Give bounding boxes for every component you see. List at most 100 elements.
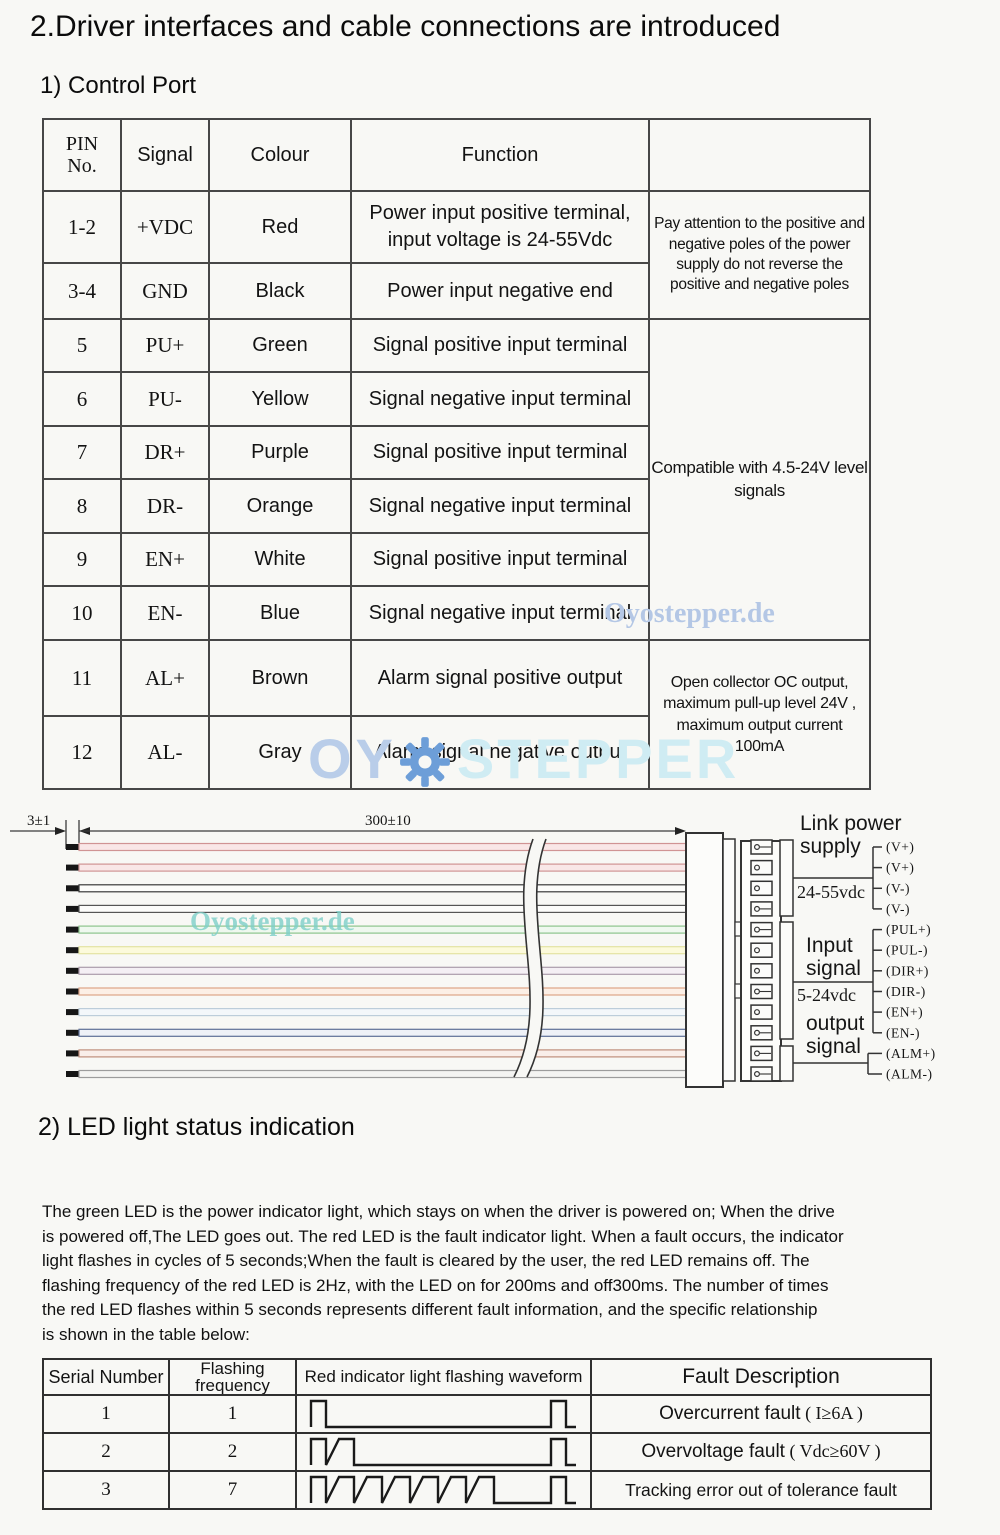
table-row: 7 DR+ Purple Signal positive input terminal xyxy=(42,425,870,480)
connector-housing xyxy=(685,832,724,1088)
signal-cell: GND xyxy=(120,262,210,320)
white-wire xyxy=(78,1008,687,1017)
note-cell: Pay attention to the positive and negati… xyxy=(648,190,871,320)
signal-cell: AL+ xyxy=(120,639,210,717)
table-row: 8 DR- Orange Signal negative input terminal xyxy=(42,478,870,534)
pin-cell: 6 xyxy=(42,371,122,427)
function-cell: Signal positive input terminal xyxy=(350,318,650,373)
control-port-heading: 1) Control Port xyxy=(40,72,197,99)
flash-waveform xyxy=(309,1475,576,1505)
signal-cell: EN- xyxy=(120,585,210,641)
column-header-pin: PIN No. xyxy=(42,118,122,192)
flash-waveform xyxy=(309,1437,576,1467)
fault-column-header: Serial Number xyxy=(42,1358,170,1396)
wire-tip xyxy=(66,1071,79,1077)
fault-description-cell: Overcurrent fault ( I≥6A ) xyxy=(590,1394,932,1434)
pin-cell: 12 xyxy=(42,715,122,790)
fault-column-header: Fault Description xyxy=(590,1358,932,1396)
led-description-paragraph: The green LED is the power indicator lig… xyxy=(42,1202,844,1344)
waveform-cell xyxy=(295,1470,592,1510)
pin-cell: 9 xyxy=(42,532,122,587)
pin-label: (ALM+) xyxy=(886,1046,936,1061)
wire-tip xyxy=(66,1009,79,1016)
colour-cell: Blue xyxy=(208,585,352,641)
pin-label: (EN+) xyxy=(886,1005,923,1020)
fault-text: Overvoltage fault xyxy=(641,1441,785,1462)
control-port-table: PIN No. Signal Colour Function 1-2 +VDC Red Powe… xyxy=(42,118,871,790)
waveform-cell xyxy=(295,1432,592,1472)
red-wire xyxy=(78,842,687,852)
blue-wire xyxy=(78,1028,687,1037)
serial-cell: 1 xyxy=(42,1394,170,1434)
brown-wire xyxy=(78,1049,687,1058)
fault-description-cell: Tracking error out of tolerance fault xyxy=(590,1470,932,1510)
link-power-supply-label: supply xyxy=(800,835,861,858)
pin-cell: 8 xyxy=(42,478,122,534)
pin-label: (DIR-) xyxy=(886,984,926,999)
function-cell: Signal negative input terminal xyxy=(350,371,650,427)
terminal-block xyxy=(740,840,782,1082)
terminal-pin xyxy=(750,942,773,958)
black-wire xyxy=(78,884,687,893)
signal-cell: AL- xyxy=(120,715,210,790)
yellow-wire xyxy=(78,946,687,955)
fault-text: Tracking error out of tolerance fault xyxy=(625,1479,897,1500)
signal-cell: DR- xyxy=(120,478,210,534)
function-cell: Alarm signal negative output xyxy=(350,715,650,790)
table-row: 3-4 GND Black Power input negative end xyxy=(42,262,870,320)
column-header: Colour xyxy=(208,118,352,192)
wire-tip xyxy=(66,905,79,912)
function-cell: Power input negative end xyxy=(350,262,650,320)
column-header xyxy=(648,118,871,192)
table-row: 11 AL+ Brown Alarm signal positive output Op… xyxy=(42,639,871,790)
colour-cell: Gray xyxy=(208,715,352,790)
signal-cell: +VDC xyxy=(120,190,210,264)
pin-label: (EN-) xyxy=(886,1025,920,1040)
fault-table-row: 3 7 Tracking error out of tolerance fault xyxy=(42,1470,932,1510)
column-header: Signal xyxy=(120,118,210,192)
pin-cell: 5 xyxy=(42,318,122,373)
dimension-label-long: 300±10 xyxy=(365,813,411,829)
pin-cell: 10 xyxy=(42,585,122,641)
green-wire xyxy=(78,925,687,934)
signal-cell: PU+ xyxy=(120,318,210,373)
table-row: 12 AL- Gray Alarm signal negative output xyxy=(42,715,870,790)
fault-table-row: 2 2 Overvoltage fault ( Vdc≥60V ) xyxy=(42,1432,932,1472)
wire-tip xyxy=(66,988,79,995)
frequency-cell: 2 xyxy=(168,1432,297,1472)
column-header: Function xyxy=(350,118,650,192)
fault-text: Overcurrent fault xyxy=(659,1403,801,1424)
pin-label: (V-) xyxy=(886,881,910,896)
power-voltage-label: 24-55vdc xyxy=(797,882,865,902)
note-cell: Compatible with 4.5-24V level signals xyxy=(648,318,871,641)
signal-cell: PU- xyxy=(120,371,210,427)
pin-label: (DIR+) xyxy=(886,963,929,978)
led-status-heading: 2) LED light status indication xyxy=(38,1113,355,1141)
black-wire xyxy=(78,904,687,914)
cable-connection-diagram: 3±1 300±10 Link powersupply24-55vdcInputsi… xyxy=(10,812,936,1088)
pin-label: (V+) xyxy=(886,840,914,855)
function-cell: Signal positive input terminal xyxy=(350,425,650,480)
table-row: 9 EN+ White Signal positive input terminal xyxy=(42,532,870,587)
function-cell: Alarm signal positive output xyxy=(350,639,650,717)
wire-tip xyxy=(66,926,79,933)
input-signal-label: Input xyxy=(806,934,853,957)
terminal-pin xyxy=(750,859,773,876)
colour-cell: Brown xyxy=(208,639,352,717)
purple-wire xyxy=(78,966,687,975)
colour-cell: White xyxy=(208,532,352,587)
terminal-pin xyxy=(750,1004,773,1020)
frequency-cell: 7 xyxy=(168,1470,297,1510)
fault-description-cell: Overvoltage fault ( Vdc≥60V ) xyxy=(590,1432,932,1472)
wire-tip xyxy=(66,947,79,954)
signal-cell: DR+ xyxy=(120,425,210,480)
wire-tip xyxy=(66,885,79,892)
note-cell: Open collector OC output, maximum pull-u… xyxy=(648,639,871,790)
colour-cell: Red xyxy=(208,190,352,264)
orange-wire xyxy=(78,987,687,996)
function-cell: Power input positive terminal, input vol… xyxy=(350,190,650,264)
serial-cell: 2 xyxy=(42,1432,170,1472)
frequency-cell: 1 xyxy=(168,1394,297,1434)
pin-cell: 1-2 xyxy=(42,190,122,264)
